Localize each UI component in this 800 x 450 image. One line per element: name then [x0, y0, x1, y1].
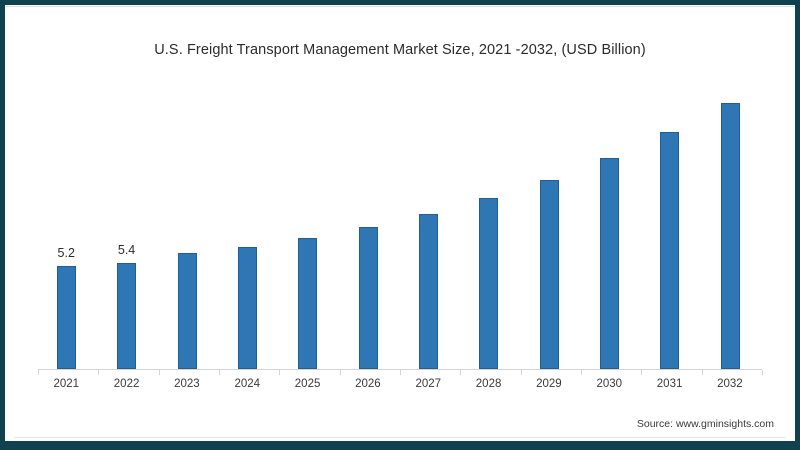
- x-axis-label: 2024: [234, 378, 261, 390]
- x-axis-tick: [762, 370, 763, 375]
- bar-group: [521, 87, 578, 369]
- bar-group: [400, 87, 457, 369]
- x-axis-label: 2027: [415, 378, 442, 390]
- x-axis-label: 2031: [656, 378, 683, 390]
- x-axis-label: 2023: [174, 378, 200, 390]
- x-axis-tick: [279, 370, 281, 375]
- bar-group: [641, 87, 698, 369]
- x-axis-tick: [460, 370, 462, 375]
- x-axis-tick: [339, 370, 341, 375]
- bar[interactable]: [600, 158, 619, 369]
- x-axis-label: 2021: [53, 378, 80, 390]
- bar-value-label: 5.2: [57, 246, 75, 261]
- frame-border-bottom: [0, 441, 800, 450]
- x-axis-label: 2025: [294, 378, 321, 390]
- x-axis-tick: [158, 370, 160, 375]
- bar[interactable]: [720, 102, 740, 369]
- x-axis-label: 2032: [717, 378, 743, 390]
- frame-border-top: [0, 0, 800, 5]
- bar-group: [581, 87, 638, 369]
- x-axis-tick: [520, 370, 522, 375]
- bar[interactable]: [117, 262, 137, 369]
- source-note: Source: www.gminsights.com: [636, 418, 774, 430]
- x-axis-tick: [38, 370, 39, 375]
- x-axis-tick: [98, 370, 100, 375]
- x-axis-line: [38, 369, 762, 370]
- x-axis-label: 2028: [475, 378, 502, 390]
- bar-group: 5.4: [98, 87, 155, 369]
- bar-group: [340, 87, 397, 369]
- bar[interactable]: [238, 246, 257, 369]
- bar[interactable]: [57, 266, 76, 369]
- x-axis-label: 2026: [355, 378, 381, 390]
- bar[interactable]: [539, 179, 559, 369]
- footer-divider: [14, 437, 786, 438]
- plot-area: 5.2 5.4: [38, 87, 763, 375]
- frame-inner-rule: [5, 6, 795, 7]
- x-axis-tick: [219, 370, 220, 375]
- x-axis-label: 2029: [536, 378, 562, 390]
- x-axis-label: 2030: [596, 378, 623, 390]
- frame-border-left: [0, 0, 5, 450]
- bar[interactable]: [660, 132, 680, 369]
- frame-border-right: [795, 0, 800, 450]
- bar-value-label: 5.4: [117, 242, 136, 257]
- bar-group: [702, 87, 759, 369]
- x-axis-label: 2022: [113, 378, 140, 390]
- bar-group: [159, 87, 216, 369]
- bar-group: [219, 87, 276, 369]
- bar[interactable]: [419, 214, 438, 369]
- x-axis-tick: [701, 370, 703, 375]
- x-axis-tick: [400, 370, 401, 375]
- bar[interactable]: [177, 252, 197, 369]
- bar[interactable]: [298, 237, 318, 369]
- x-axis-tick: [581, 370, 582, 375]
- bar[interactable]: [479, 198, 499, 369]
- x-axis-tick: [641, 370, 643, 375]
- bar[interactable]: [358, 227, 378, 369]
- chart-title: U.S. Freight Transport Management Market…: [154, 42, 646, 58]
- bar-group: [460, 87, 517, 369]
- bar-group: 5.2: [38, 87, 95, 369]
- bar-group: [279, 87, 336, 369]
